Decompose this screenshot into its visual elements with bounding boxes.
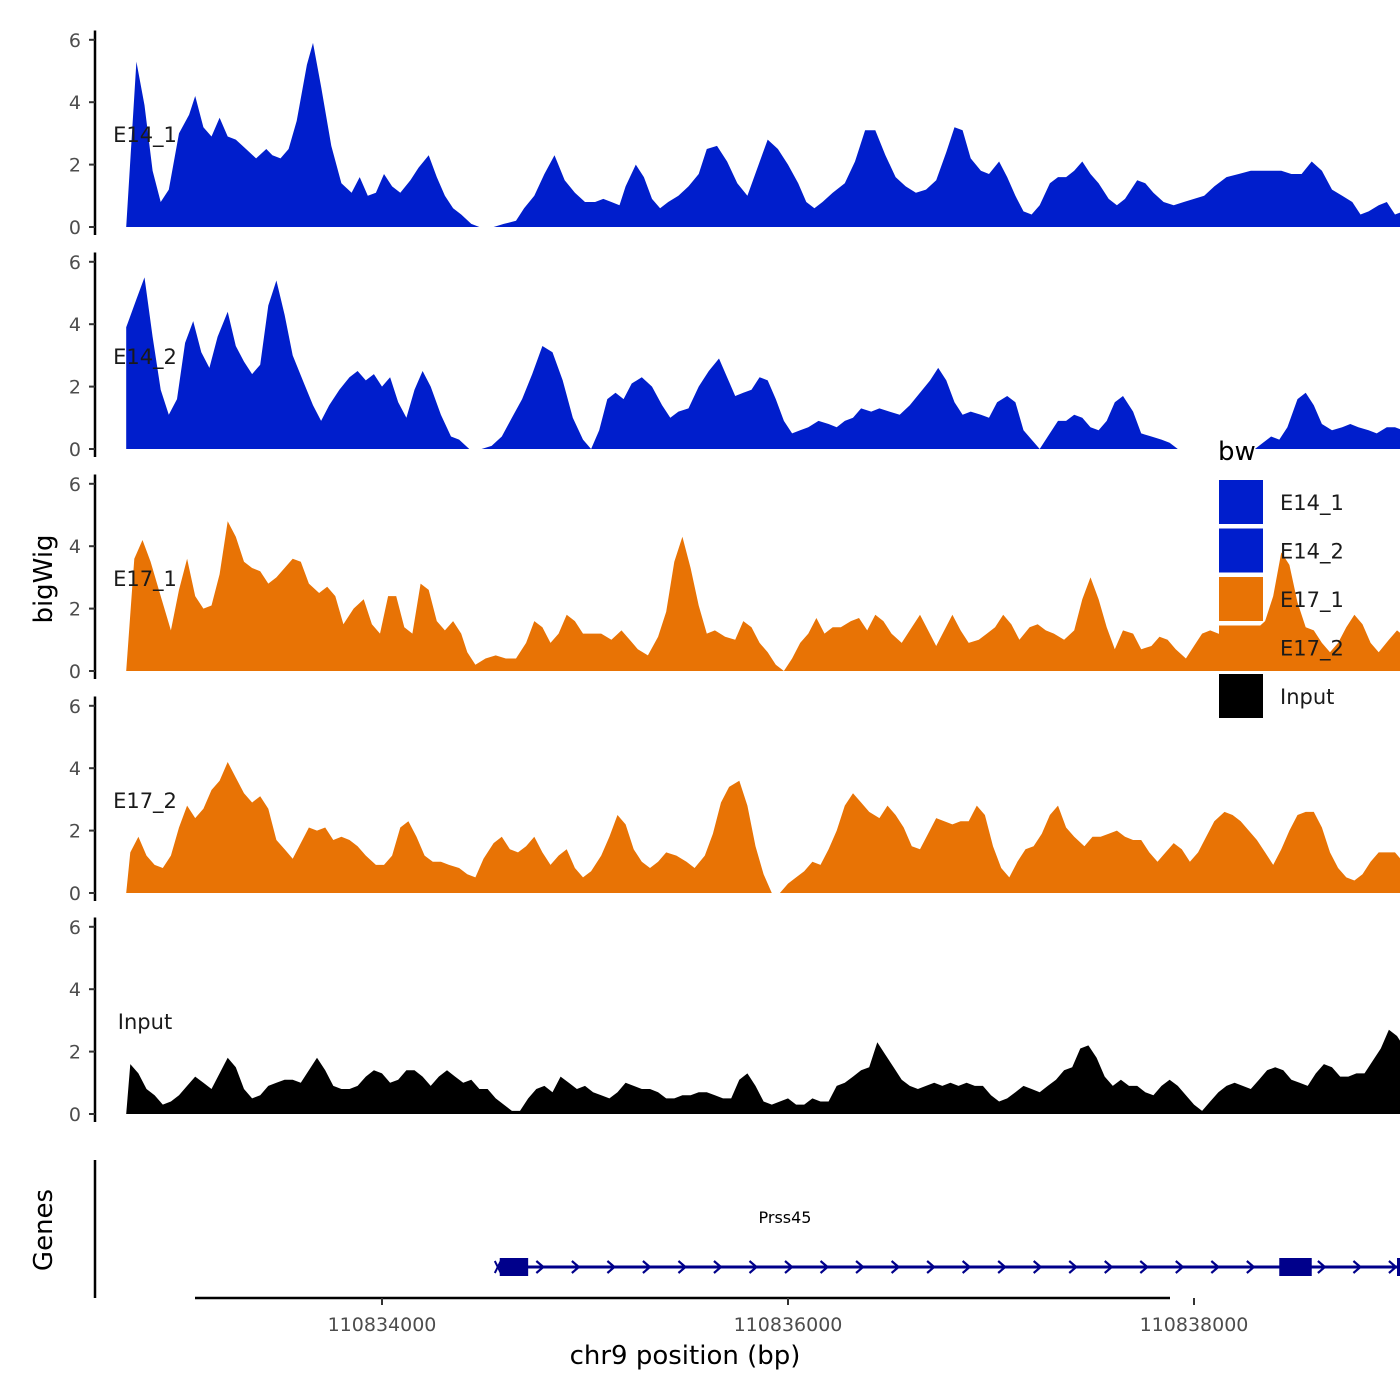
legend-entry: E17_2 — [1219, 625, 1344, 670]
x-axis: 110834000110836000110838000110840000 — [195, 1296, 1249, 1336]
y-tick-label: 0 — [69, 661, 81, 683]
area-e17-1 — [126, 521, 1400, 671]
genes-panel: Prss45 — [93, 1160, 1400, 1298]
legend: bw E14_1 E14_2 E17_1 E17_2 Input — [1218, 437, 1344, 718]
legend-swatch — [1219, 528, 1263, 573]
legend-label: E14_1 — [1280, 491, 1344, 516]
strand-arrow-icon — [1175, 1260, 1185, 1274]
area-input — [126, 1029, 1400, 1114]
strand-arrow-icon — [1388, 1260, 1398, 1274]
legend-entry: E14_1 — [1219, 480, 1344, 524]
y-tick-label: 0 — [69, 217, 81, 239]
gene-exon — [499, 1258, 529, 1276]
strand-arrow-icon — [1104, 1260, 1114, 1274]
track-label: Input — [118, 1010, 172, 1034]
y-tick-label: 4 — [69, 92, 81, 114]
strand-arrow-icon — [1032, 1260, 1043, 1274]
strand-arrow-icon — [1317, 1260, 1327, 1274]
y-tick-label: 2 — [69, 377, 81, 399]
legend-swatch — [1219, 625, 1263, 670]
legend-entry: E17_1 — [1219, 577, 1344, 621]
legend-swatch — [1219, 480, 1263, 524]
strand-arrow-icon — [997, 1260, 1007, 1274]
strand-arrow-icon — [1139, 1260, 1149, 1274]
legend-label: E14_2 — [1280, 540, 1344, 565]
y-tick-label: 6 — [69, 30, 81, 52]
strand-arrow-icon — [890, 1260, 901, 1274]
y-tick-label: 6 — [69, 474, 81, 496]
strand-arrow-icon — [535, 1260, 546, 1274]
legend-entry: Input — [1219, 674, 1334, 718]
x-tick-label: 110836000 — [734, 1314, 843, 1336]
strand-arrow-icon — [1068, 1260, 1078, 1274]
genes-track-label: Genes — [29, 1189, 59, 1271]
legend-label: E17_1 — [1280, 588, 1344, 613]
area-e14-2 — [126, 277, 1400, 449]
strand-arrow-icon — [571, 1260, 581, 1274]
y-tick-label: 2 — [69, 599, 81, 621]
y-tick-label: 6 — [69, 917, 81, 939]
y-tick-label: 2 — [69, 821, 81, 843]
strand-arrow-icon — [1352, 1260, 1363, 1274]
strand-arrow-icon — [819, 1260, 830, 1274]
strand-arrow-icon — [713, 1260, 723, 1274]
track-e14-1: 0 2 4 6 E14_1 — [69, 30, 1400, 239]
strand-arrow-icon — [926, 1260, 936, 1274]
y-tick-label: 4 — [69, 536, 81, 558]
y-tick-label: 6 — [69, 696, 81, 718]
area-e14-1 — [126, 42, 1400, 227]
area-e17-2 — [126, 762, 1400, 893]
track-panels: 0 2 4 6 E14_1 0 2 4 6 E14_2 0 2 4 6 E17_1 0 2 4 6 E17_2 0 2 4 6… — [69, 30, 1400, 1126]
strand-arrow-icon — [1246, 1260, 1256, 1274]
track-label: E14_1 — [113, 123, 177, 148]
track-e17-1: 0 2 4 6 E17_1 — [69, 474, 1400, 683]
y-axis-title: bigWig — [29, 534, 59, 623]
legend-swatch — [1219, 577, 1263, 621]
strand-arrow-icon — [642, 1260, 652, 1274]
y-tick-label: 0 — [69, 883, 81, 905]
track-e17-2: 0 2 4 6 E17_2 — [69, 696, 1400, 905]
gene-exon — [1397, 1258, 1400, 1276]
gene-exon — [1279, 1258, 1312, 1276]
legend-label: E17_2 — [1280, 637, 1344, 662]
x-tick-label: 110838000 — [1140, 1314, 1249, 1336]
legend-label: Input — [1280, 685, 1334, 709]
y-tick-label: 0 — [69, 439, 81, 461]
gene-name-label: Prss45 — [759, 1208, 812, 1227]
legend-entry: E14_2 — [1219, 528, 1344, 573]
x-axis-title: chr9 position (bp) — [570, 1341, 801, 1371]
track-e14-2: 0 2 4 6 E14_2 — [69, 252, 1400, 461]
track-label: E14_2 — [113, 345, 177, 370]
strand-arrow-icon — [677, 1260, 688, 1274]
track-label: E17_1 — [113, 567, 177, 592]
strand-arrow-icon — [1210, 1260, 1221, 1274]
track-input: 0 2 4 6 Input — [69, 917, 1400, 1126]
y-tick-label: 0 — [69, 1104, 81, 1126]
x-tick-label: 110834000 — [328, 1314, 437, 1336]
legend-swatch — [1219, 674, 1263, 718]
strand-arrow-icon — [961, 1260, 972, 1274]
y-tick-label: 6 — [69, 252, 81, 274]
strand-arrow-icon — [784, 1260, 794, 1274]
y-tick-label: 4 — [69, 314, 81, 336]
legend-title: bw — [1218, 437, 1256, 467]
strand-arrow-icon — [748, 1260, 759, 1274]
y-tick-label: 4 — [69, 758, 81, 780]
y-tick-label: 2 — [69, 155, 81, 177]
y-tick-label: 4 — [69, 979, 81, 1001]
y-tick-label: 2 — [69, 1042, 81, 1064]
strand-arrow-icon — [606, 1260, 617, 1274]
track-label: E17_2 — [113, 789, 177, 814]
strand-arrow-icon — [855, 1260, 865, 1274]
